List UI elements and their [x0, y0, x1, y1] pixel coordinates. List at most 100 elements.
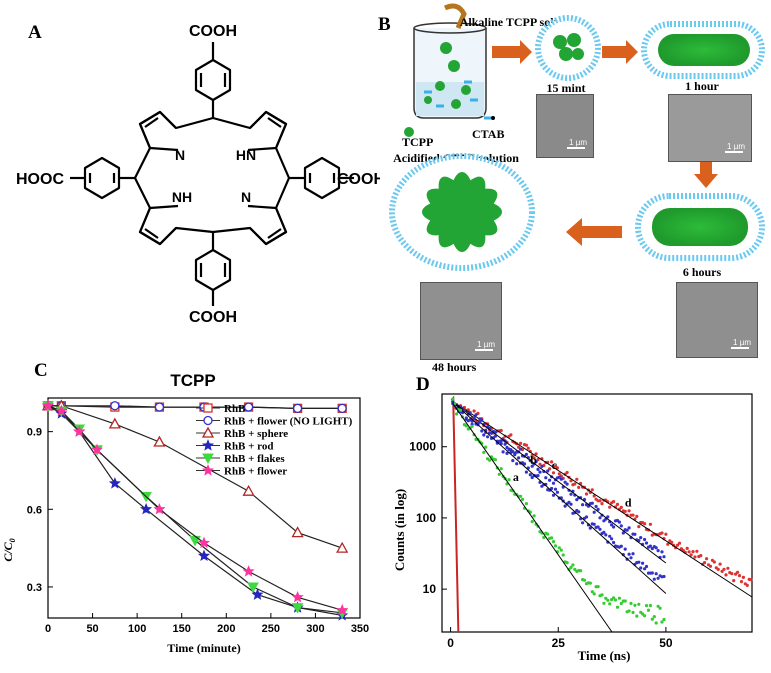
data-point	[592, 510, 596, 514]
legend-label: RhB + flakes	[224, 453, 285, 465]
data-point	[602, 530, 606, 534]
data-point	[534, 452, 538, 456]
data-point	[546, 469, 550, 473]
data-point	[493, 434, 497, 438]
label-6hours: 6 hours	[683, 265, 722, 279]
data-point	[590, 590, 594, 594]
data-point	[524, 443, 528, 447]
series-6	[41, 399, 349, 616]
data-point	[712, 560, 716, 564]
data-point	[559, 477, 563, 481]
data-point	[536, 458, 540, 462]
data-point	[551, 471, 556, 475]
curve-label: d	[625, 496, 632, 510]
data-point	[639, 536, 643, 540]
chart-c-frame	[47, 397, 361, 619]
y-tick-label: 100	[416, 511, 436, 525]
data-point	[648, 522, 652, 526]
data-point	[633, 532, 637, 536]
data-point	[530, 475, 534, 480]
porphyrin-structure: COOH HOOC COOH COOH N HN NH N	[16, 23, 380, 326]
data-point	[482, 433, 486, 437]
atom-nh: NH	[172, 189, 192, 205]
data-point	[458, 408, 463, 412]
data-point	[247, 582, 259, 593]
panel-b-letter: B	[378, 14, 391, 35]
data-point	[726, 566, 730, 570]
data-point	[519, 447, 523, 451]
data-point	[524, 502, 528, 506]
series-line	[47, 405, 343, 614]
data-point	[203, 415, 213, 426]
data-point	[201, 439, 215, 451]
arrow-down	[694, 162, 718, 188]
data-point	[596, 525, 600, 529]
data-point	[600, 502, 604, 506]
data-point	[662, 555, 666, 559]
data-point	[693, 555, 697, 559]
data-point	[464, 424, 468, 428]
data-point	[55, 404, 68, 417]
data-point	[451, 397, 455, 401]
data-point	[524, 470, 528, 474]
sem-image-15min: 1 µm	[536, 94, 594, 158]
legend-label: RhB	[224, 403, 246, 415]
data-point	[563, 480, 567, 484]
data-point	[610, 523, 614, 527]
data-point	[507, 447, 511, 452]
data-point	[666, 542, 670, 546]
label-48hours: 48 hours	[432, 360, 477, 374]
data-point	[641, 561, 645, 565]
chart-c-ylabel: C/C0	[1, 538, 17, 561]
x-tick-label: 250	[262, 623, 280, 635]
data-point	[619, 524, 623, 528]
data-point	[505, 451, 509, 455]
data-point	[660, 620, 664, 624]
data-point	[600, 593, 604, 597]
legend-entry: RhB + flower (NO LIGHT)	[196, 416, 353, 428]
atom-n2: N	[241, 189, 251, 205]
data-point	[153, 502, 166, 515]
data-point	[652, 577, 656, 581]
data-point	[608, 534, 612, 538]
curve-label: b	[530, 453, 537, 467]
irf-line	[450, 395, 460, 633]
series-d: d	[451, 400, 753, 598]
data-point	[699, 554, 703, 558]
data-point	[499, 428, 503, 433]
data-point	[550, 460, 554, 464]
data-point	[584, 492, 589, 496]
data-point	[484, 445, 488, 449]
data-point	[569, 479, 573, 483]
data-point	[627, 552, 631, 556]
fit-line	[452, 403, 613, 633]
data-point	[501, 450, 505, 454]
data-point	[660, 550, 664, 554]
data-point	[612, 596, 616, 600]
data-point	[553, 544, 558, 548]
data-point	[741, 575, 745, 579]
data-point	[639, 566, 643, 570]
data-point	[337, 403, 347, 414]
legend-label: RhB + sphere	[224, 428, 288, 440]
data-point	[703, 561, 707, 565]
fit-line	[452, 401, 753, 598]
data-point	[656, 549, 660, 553]
legend-label: RhB + flower (NO LIGHT)	[224, 416, 353, 428]
data-point	[497, 472, 501, 476]
data-point	[631, 513, 635, 517]
data-point	[569, 565, 573, 569]
data-point	[732, 579, 736, 583]
data-point	[644, 604, 649, 608]
series-a: a	[451, 397, 666, 633]
legend-label: RhB + rod	[224, 441, 273, 453]
data-point	[590, 501, 594, 505]
data-point	[606, 598, 610, 602]
data-point	[519, 441, 523, 445]
data-point	[573, 567, 577, 571]
data-point	[511, 459, 515, 463]
data-point	[635, 614, 639, 618]
data-point	[559, 548, 563, 552]
data-point	[472, 409, 476, 413]
micelle-48hours	[389, 153, 535, 271]
